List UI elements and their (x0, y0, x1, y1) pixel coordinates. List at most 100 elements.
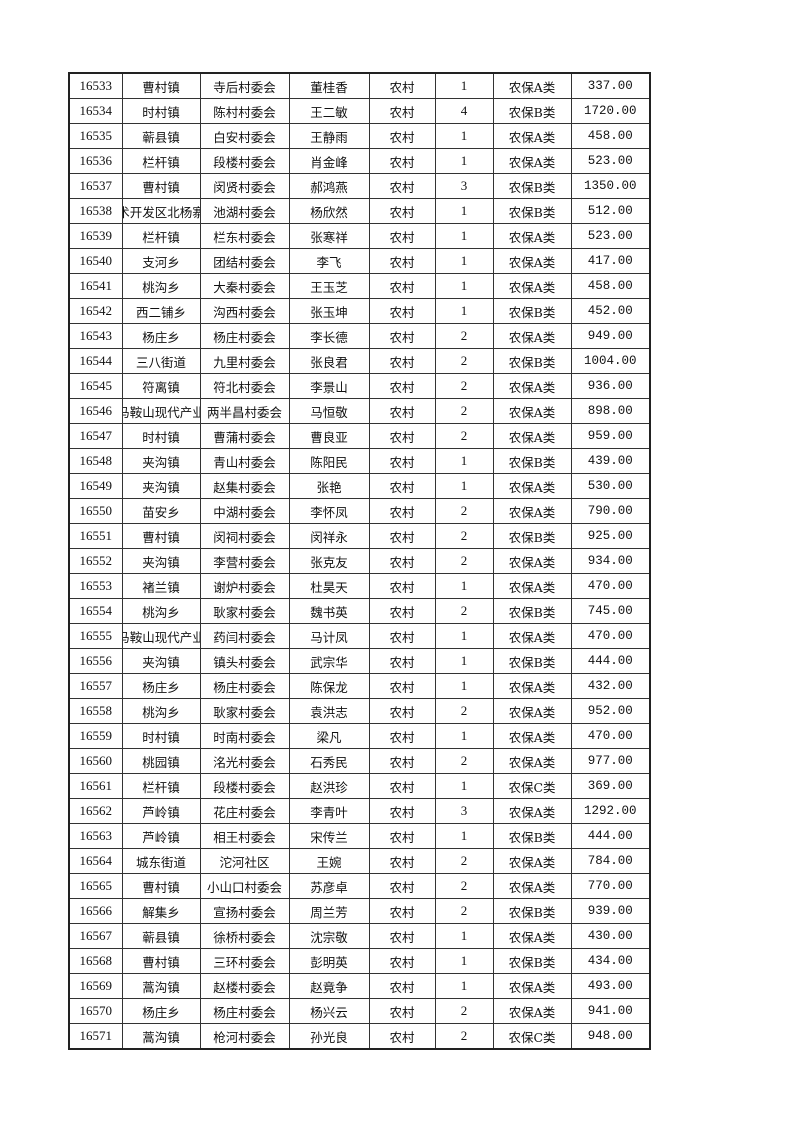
household-count-cell: 2 (434, 323, 494, 349)
township-cell: 曹村镇 (121, 948, 201, 974)
household-count-text: 2 (460, 853, 468, 868)
table-row: 16561 栏杆镇 段楼村委会 赵洪珍 农村 1 农保C类 369.00 (68, 773, 651, 799)
table-row: 16555 马鞍山现代产业药闫村委会 马计凤 农村 1 农保A类 470.00 (68, 623, 651, 649)
township-text: 符离镇 (142, 379, 180, 395)
record-id-cell: 16552 (68, 548, 123, 574)
name-text: 陈阳民 (310, 454, 348, 470)
insurance-category-cell: 农保A类 (492, 748, 572, 774)
insurance-category-text: 农保A类 (508, 729, 556, 745)
record-id-cell: 16565 (68, 873, 123, 899)
record-id-text: 16544 (79, 353, 113, 368)
name-text: 董桂香 (310, 79, 348, 95)
township-text: 西二铺乡 (135, 304, 186, 320)
village-committee-cell: 枪河村委会 (199, 1023, 290, 1050)
record-id-text: 16533 (79, 78, 113, 93)
village-committee-cell: 中湖村委会 (199, 498, 290, 524)
table-row: 16557 杨庄乡 杨庄村委会 陈保龙 农村 1 农保A类 432.00 (68, 673, 651, 699)
insurance-category-text: 农保B类 (508, 179, 556, 195)
name-cell: 王静雨 (288, 123, 370, 149)
household-count-text: 1 (460, 228, 468, 243)
record-id-cell: 16564 (68, 848, 123, 874)
household-count-text: 1 (460, 828, 468, 843)
amount-text: 470.00 (587, 629, 633, 643)
township-cell: 马鞍山现代产业 (121, 398, 201, 424)
insurance-category-text: 农保B类 (508, 304, 556, 320)
household-count-cell: 1 (434, 573, 494, 599)
village-committee-cell: 曹蒲村委会 (199, 423, 290, 449)
household-count-text: 2 (460, 528, 468, 543)
record-id-text: 16536 (79, 153, 113, 168)
record-id-cell: 16570 (68, 998, 123, 1024)
township-cell: 城东街道 (121, 848, 201, 874)
name-cell: 石秀民 (288, 748, 370, 774)
village-committee-text: 杨庄村委会 (213, 1004, 276, 1020)
record-id-cell: 16537 (68, 173, 123, 199)
record-id-text: 16548 (79, 453, 113, 468)
township-text: 芦岭镇 (142, 804, 180, 820)
area-type-text: 农村 (389, 354, 415, 370)
table-row: 16546 马鞍山现代产业两半昌村委会 马恒敬 农村 2 农保A类 898.00 (68, 398, 651, 424)
village-committee-cell: 段楼村委会 (199, 773, 290, 799)
village-committee-cell: 赵集村委会 (199, 473, 290, 499)
township-text: 桃沟乡 (142, 279, 180, 295)
table-row: 16541 桃沟乡 大秦村委会 王玉芝 农村 1 农保A类 458.00 (68, 273, 651, 299)
village-committee-text: 小山口村委会 (206, 879, 282, 895)
amount-text: 430.00 (587, 929, 633, 943)
name-text: 梁凡 (316, 729, 342, 745)
insurance-category-text: 农保B类 (508, 604, 556, 620)
table-row: 16550 苗安乡 中湖村委会 李怀凤 农村 2 农保A类 790.00 (68, 498, 651, 524)
area-type-cell: 农村 (368, 898, 436, 924)
household-count-text: 1 (460, 628, 468, 643)
insurance-category-text: 农保A类 (508, 704, 556, 720)
village-committee-text: 相王村委会 (213, 829, 276, 845)
amount-cell: 959.00 (570, 423, 651, 449)
table-row: 16540 支河乡 团结村委会 李飞 农村 1 农保A类 417.00 (68, 248, 651, 274)
amount-text: 369.00 (587, 779, 633, 793)
village-committee-cell: 谢炉村委会 (199, 573, 290, 599)
household-count-cell: 1 (434, 148, 494, 174)
name-text: 陈保龙 (310, 679, 348, 695)
record-id-cell: 16550 (68, 498, 123, 524)
insurance-category-cell: 农保B类 (492, 898, 572, 924)
table-row: 16544 三八街道 九里村委会 张良君 农村 2 农保B类 1004.00 (68, 348, 651, 374)
township-cell: 时村镇 (121, 98, 201, 124)
insurance-category-cell: 农保A类 (492, 998, 572, 1024)
record-id-cell: 16556 (68, 648, 123, 674)
area-type-text: 农村 (389, 529, 415, 545)
insurance-category-text: 农保B类 (508, 529, 556, 545)
village-committee-cell: 药闫村委会 (199, 623, 290, 649)
name-text: 张艳 (316, 479, 342, 495)
insurance-category-text: 农保C类 (508, 779, 556, 795)
village-committee-text: 耿家村委会 (213, 704, 276, 720)
household-count-cell: 2 (434, 998, 494, 1024)
township-text: 支河乡 (142, 254, 180, 270)
amount-cell: 432.00 (570, 673, 651, 699)
insurance-category-cell: 农保B类 (492, 523, 572, 549)
household-count-cell: 2 (434, 498, 494, 524)
insurance-category-cell: 农保B类 (492, 448, 572, 474)
township-cell: 栏杆镇 (121, 148, 201, 174)
household-count-text: 1 (460, 478, 468, 493)
amount-cell: 444.00 (570, 648, 651, 674)
insurance-category-text: 农保B类 (508, 354, 556, 370)
name-cell: 张克友 (288, 548, 370, 574)
household-count-text: 2 (460, 903, 468, 918)
household-count-text: 1 (460, 928, 468, 943)
amount-cell: 941.00 (570, 998, 651, 1024)
household-count-text: 2 (460, 403, 468, 418)
insurance-category-text: 农保A类 (508, 279, 556, 295)
village-committee-cell: 闵祠村委会 (199, 523, 290, 549)
household-count-cell: 2 (434, 1023, 494, 1050)
insurance-category-cell: 农保A类 (492, 798, 572, 824)
insurance-category-text: 农保B类 (508, 454, 556, 470)
insurance-category-cell: 农保A类 (492, 123, 572, 149)
township-cell: 蒿沟镇 (121, 973, 201, 999)
amount-text: 470.00 (587, 579, 633, 593)
amount-cell: 439.00 (570, 448, 651, 474)
name-text: 苏彦卓 (310, 879, 348, 895)
name-text: 马恒敬 (310, 404, 348, 420)
insurance-category-cell: 农保B类 (492, 198, 572, 224)
record-id-cell: 16563 (68, 823, 123, 849)
name-cell: 张玉坤 (288, 298, 370, 324)
area-type-cell: 农村 (368, 773, 436, 799)
